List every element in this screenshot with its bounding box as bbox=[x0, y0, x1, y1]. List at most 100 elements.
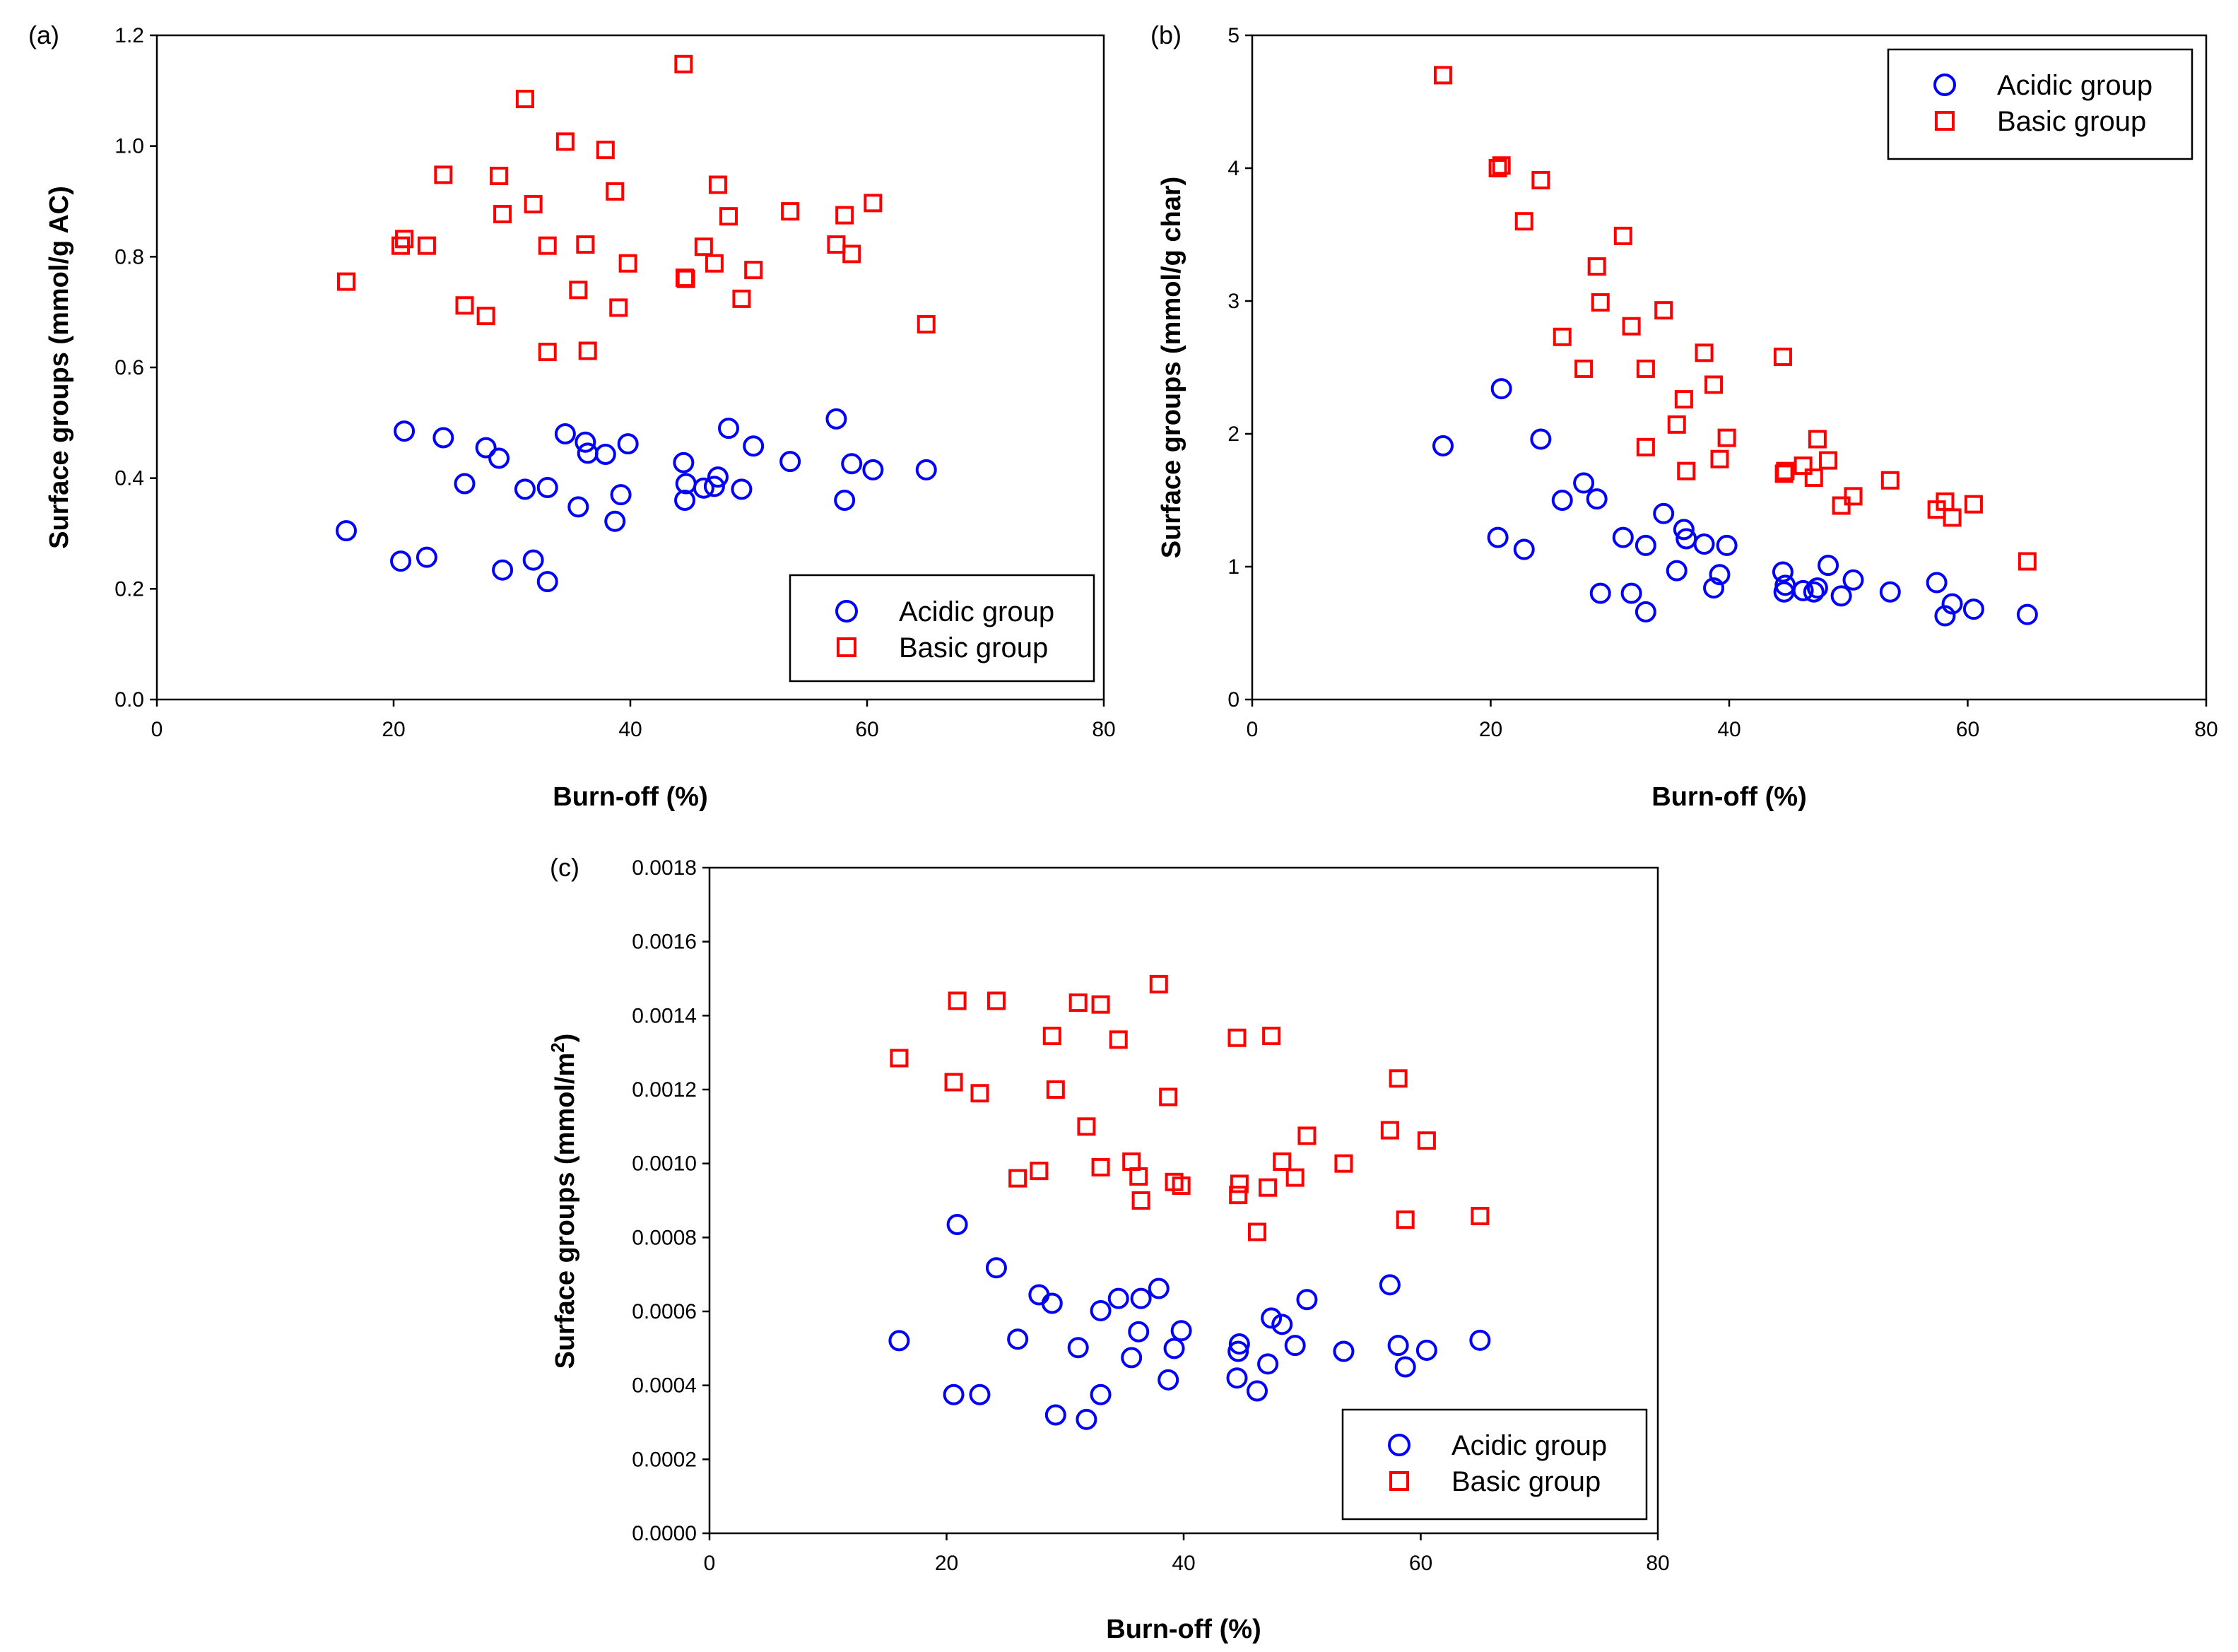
acidic-point bbox=[1261, 1307, 1283, 1329]
y-tick-label: 1 bbox=[1227, 555, 1239, 579]
acidic-point bbox=[1620, 582, 1642, 604]
y-tick-label: 0.0010 bbox=[632, 1152, 697, 1176]
basic-point bbox=[1794, 456, 1813, 476]
acidic-point bbox=[946, 1214, 968, 1236]
acidic-point bbox=[416, 546, 437, 568]
acidic-point bbox=[1586, 488, 1608, 510]
basic-point bbox=[1159, 1087, 1178, 1107]
acidic-point bbox=[731, 478, 753, 500]
basic-point bbox=[524, 194, 543, 213]
legend-marker-acidic bbox=[1933, 73, 1956, 96]
acidic-point bbox=[1573, 472, 1595, 494]
basic-point bbox=[674, 54, 693, 73]
basic-point bbox=[1262, 1027, 1281, 1046]
basic-point bbox=[1488, 159, 1507, 177]
x-tick-label: 20 bbox=[382, 718, 405, 741]
basic-point bbox=[864, 194, 883, 213]
basic-point bbox=[596, 141, 615, 160]
acidic-point bbox=[492, 559, 514, 581]
basic-point bbox=[1230, 1174, 1249, 1193]
x-tick-label: 80 bbox=[2194, 718, 2218, 741]
basic-point bbox=[1667, 415, 1686, 434]
basic-point bbox=[515, 90, 534, 109]
acidic-point bbox=[1158, 1369, 1179, 1391]
basic-point bbox=[744, 261, 763, 280]
acidic-point bbox=[475, 437, 497, 459]
basic-point bbox=[1531, 170, 1550, 189]
acidic-point bbox=[1432, 435, 1454, 456]
basic-point bbox=[1574, 359, 1594, 378]
acidic-point bbox=[1653, 502, 1675, 524]
basic-point bbox=[1654, 301, 1673, 320]
y-tick-label: 0.0008 bbox=[632, 1226, 697, 1249]
basic-point bbox=[1285, 1168, 1304, 1187]
acidic-point bbox=[1635, 601, 1656, 623]
basic-point bbox=[987, 991, 1006, 1010]
acidic-point bbox=[604, 510, 626, 532]
basic-point bbox=[2018, 552, 2037, 571]
acidic-point bbox=[1487, 526, 1509, 548]
x-tick-label: 80 bbox=[1092, 718, 1115, 741]
x-tick-label: 60 bbox=[1956, 718, 1979, 741]
acidic-point bbox=[594, 443, 616, 465]
y-tick-label: 0.6 bbox=[114, 356, 144, 379]
acidic-point bbox=[554, 423, 576, 444]
legend-box bbox=[1887, 48, 2193, 160]
legend-marker-basic bbox=[837, 637, 856, 657]
acidic-point bbox=[577, 442, 599, 464]
acidic-point bbox=[888, 1330, 910, 1352]
basic-point bbox=[1622, 317, 1641, 336]
acidic-point bbox=[1666, 560, 1688, 582]
basic-point bbox=[1964, 495, 1983, 514]
y-tick-label: 0.0006 bbox=[632, 1300, 697, 1323]
basic-point bbox=[694, 237, 713, 256]
basic-point bbox=[417, 236, 436, 255]
y-tick-label: 0.0016 bbox=[632, 931, 697, 954]
acidic-point bbox=[1007, 1328, 1029, 1350]
basic-point bbox=[1227, 1028, 1247, 1047]
y-axis: 0 1 2 3 4 5 bbox=[1227, 24, 1252, 712]
basic-point bbox=[578, 341, 597, 360]
acidic-point bbox=[488, 447, 510, 469]
y-tick-label: 0.0014 bbox=[632, 1004, 697, 1027]
acidic-point bbox=[1271, 1314, 1293, 1335]
y-axis-label-main: Surface groups (mmol/g AC) bbox=[45, 186, 74, 549]
basic-point bbox=[1030, 1162, 1049, 1181]
acidic-point bbox=[1709, 564, 1731, 586]
y-axis-label: Surface groups (mmol/g AC) bbox=[45, 186, 74, 549]
acidic-point bbox=[522, 549, 544, 571]
x-tick-label: 20 bbox=[1479, 718, 1502, 741]
x-axis-label: Burn-off (%) bbox=[553, 782, 707, 812]
acidic-point bbox=[693, 477, 714, 499]
acidic-point bbox=[1693, 533, 1715, 555]
basic-point bbox=[606, 182, 625, 201]
basic-point bbox=[1396, 1210, 1415, 1229]
acidic-point bbox=[2016, 603, 2038, 625]
basic-point bbox=[842, 244, 861, 264]
basic-point bbox=[1248, 1222, 1267, 1241]
basic-point bbox=[476, 307, 495, 326]
basic-point bbox=[917, 314, 936, 334]
acidic-point bbox=[1490, 378, 1512, 400]
basic-point bbox=[1492, 156, 1511, 175]
acidic-point bbox=[834, 490, 856, 511]
acidic-point bbox=[1830, 585, 1852, 607]
acidic-point bbox=[1934, 605, 1956, 627]
basic-point bbox=[569, 281, 588, 300]
acidic-point bbox=[1806, 577, 1828, 599]
basic-point bbox=[719, 207, 738, 226]
basic-point bbox=[1591, 293, 1610, 312]
basic-point bbox=[1804, 468, 1823, 488]
acidic-point bbox=[943, 1383, 965, 1405]
acidic-point bbox=[1247, 1380, 1268, 1402]
acidic-point bbox=[1227, 1340, 1249, 1362]
y-tick-label: 0.0012 bbox=[632, 1078, 697, 1102]
acidic-point bbox=[703, 476, 725, 497]
acidic-point bbox=[1926, 572, 1948, 594]
acidic-point bbox=[1228, 1333, 1250, 1355]
acidic-point bbox=[862, 459, 884, 480]
acidic-point bbox=[1170, 1320, 1192, 1342]
basic-point bbox=[337, 272, 355, 291]
basic-point bbox=[1259, 1178, 1278, 1197]
acidic-point bbox=[1090, 1383, 1112, 1405]
